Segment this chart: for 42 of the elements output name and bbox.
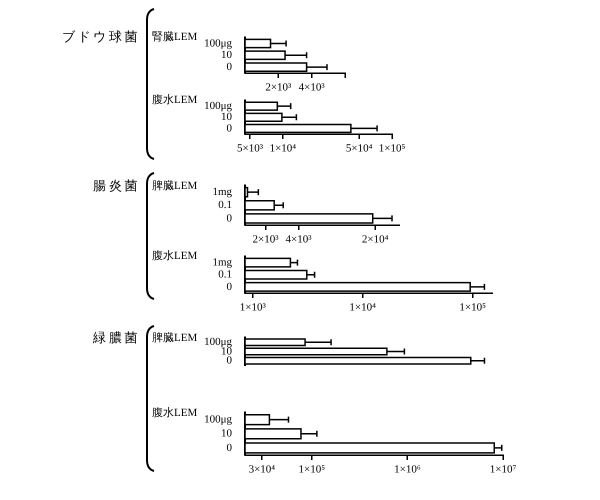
x-tick-label: 1×10³ (240, 301, 266, 314)
y-tick-label: 0 (226, 442, 232, 454)
x-tick-label: 2×10³ (252, 233, 280, 246)
text: ブドウ球菌 (62, 28, 140, 46)
x-tick-label: 1×10⁷ (490, 463, 516, 476)
y-tick-label: 100μg (204, 37, 232, 50)
y-tick-label: 10 (221, 49, 232, 62)
x-tick-label: 1×10⁵ (459, 301, 486, 314)
x-tick-label: 5×10³ (236, 142, 264, 154)
text: 腸炎菌 (93, 176, 140, 195)
y-tick-label: 0.1 (218, 268, 232, 281)
y-tick-label: 1mg (212, 186, 232, 198)
x-tick-label: 1×10⁴ (270, 142, 296, 154)
text: 緑膿菌 (93, 328, 140, 346)
x-tick-label: 1×10⁴ (349, 301, 376, 314)
x-tick-label: 1×10⁵ (298, 463, 326, 476)
x-tick-label: 1×10⁵ (378, 142, 406, 154)
y-tick-label: 0 (226, 280, 232, 293)
y-tick-label: 0 (226, 60, 232, 73)
x-tick-label: 4×10³ (298, 81, 326, 94)
y-axis-title: 腹水LEM (152, 249, 198, 264)
y-tick-label: 0 (226, 122, 232, 134)
x-tick-label: 5×10⁴ (346, 142, 373, 154)
y-axis-title: 腹水LEM (152, 406, 198, 420)
y-axis-title: 腎臓LEM (152, 30, 198, 44)
y-tick-label: 10 (221, 111, 232, 124)
x-tick-label: 4×10³ (286, 233, 312, 246)
x-tick-label: 2×10³ (265, 81, 292, 94)
x-tick-label: 2×10⁴ (362, 233, 389, 246)
y-axis-title: 脾臓LEM (152, 178, 198, 193)
y-tick-label: 100μg (204, 414, 232, 426)
y-axis-title: 腹水LEM (152, 92, 198, 107)
y-tick-label: 0 (226, 212, 232, 224)
y-axis-title: 脾臓LEM (152, 330, 198, 344)
y-tick-label: 0.1 (218, 199, 232, 212)
y-tick-label: 1mg (212, 256, 232, 269)
y-tick-label: 10 (221, 428, 232, 440)
x-tick-label: 3×10⁴ (248, 463, 276, 476)
y-tick-label: 100μg (204, 336, 232, 348)
x-tick-label: 1×10⁶ (394, 463, 421, 476)
y-tick-label: 0 (226, 354, 232, 367)
y-tick-label: 100μg (204, 100, 232, 112)
